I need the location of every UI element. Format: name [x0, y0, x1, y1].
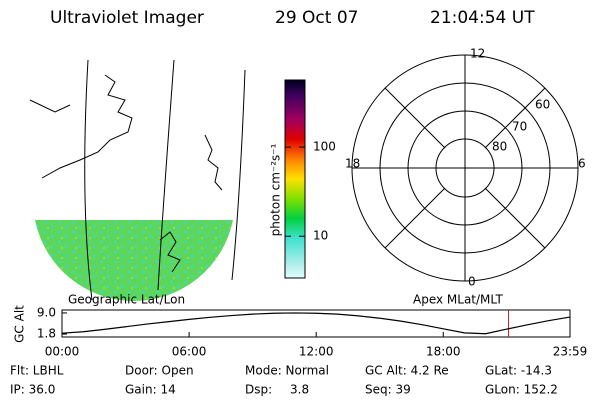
panel-label: Apex MLat/MLT: [413, 293, 503, 307]
altitude-line: [61, 312, 571, 335]
x-tick-label: 00:00: [45, 345, 80, 359]
mlt-label: 12: [470, 47, 485, 61]
aurora-image: [35, 220, 233, 301]
lat-label: 80: [492, 140, 507, 154]
status-field: GLat: -14.3: [485, 364, 552, 378]
colorbar: [284, 79, 306, 279]
status-field: Flt: LBHL: [10, 364, 64, 378]
status-field: 3.8: [290, 383, 309, 397]
status-field: Mode: Normal: [245, 364, 329, 378]
mlt-label: 0: [468, 275, 476, 289]
status-field: Seq: 39: [365, 383, 411, 397]
status-field: GC Alt: 4.2 Re: [365, 364, 449, 378]
lat-label: 70: [512, 120, 527, 134]
status-field: Dsp:: [245, 383, 272, 397]
x-tick-label: 06:00: [172, 345, 207, 359]
colorbar-tick-label: 10: [313, 229, 328, 243]
lat-label: 60: [535, 98, 550, 112]
x-tick-label: 18:00: [426, 345, 461, 359]
colorbar-tick-label: 100: [313, 140, 336, 154]
y-tick-label: 1.8: [37, 327, 56, 341]
status-field: IP: 36.0: [10, 383, 55, 397]
status-field: GLon: 152.2: [485, 383, 558, 397]
y-tick-label: 9.0: [37, 305, 56, 319]
panel-label: Geographic Lat/Lon: [68, 293, 185, 307]
mlt-label: 6: [578, 157, 586, 171]
title: Ultraviolet Imager: [50, 8, 204, 28]
mlt-label: 18: [345, 157, 360, 171]
polar-grid: [351, 54, 579, 282]
x-tick-label: 12:00: [299, 345, 334, 359]
map: [29, 59, 246, 301]
date: 29 Oct 07: [275, 8, 358, 28]
x-tick-label: 23:59: [553, 345, 588, 359]
status-field: Door: Open: [125, 364, 194, 378]
y-axis-label: GC Alt: [13, 305, 27, 343]
status-field: Gain: 14: [125, 383, 176, 397]
colorbar-label: photon cm⁻²s⁻¹: [269, 143, 283, 236]
time: 21:04:54 UT: [430, 8, 535, 28]
